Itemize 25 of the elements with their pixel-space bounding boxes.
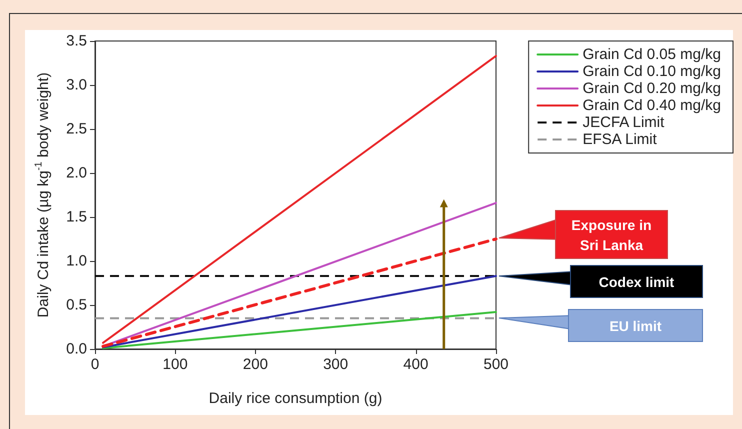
y-tick-label: 3.0 — [66, 76, 87, 94]
legend-label: Grain Cd 0.40 mg/kg — [582, 97, 722, 114]
y-tick-label: 1.5 — [66, 208, 87, 226]
y-tick-label: 0.0 — [66, 340, 87, 358]
x-tick-label: 300 — [323, 356, 348, 373]
y-tick-label: 1.0 — [66, 252, 87, 270]
legend-label: Grain Cd 0.10 mg/kg — [582, 63, 722, 80]
legend-label: EFSA Limit — [582, 131, 658, 148]
x-axis-title: Daily rice consumption (g) — [208, 390, 382, 407]
x-tick-label: 0 — [90, 356, 100, 373]
text: EU limit — [568, 309, 703, 342]
legend-label: JECFA Limit — [582, 114, 666, 131]
text: Codex limit — [570, 265, 703, 298]
y-tick-label: 0.5 — [66, 296, 87, 314]
x-tick-label: 500 — [483, 356, 509, 373]
y-tick-label: 2.5 — [66, 120, 87, 138]
legend-label: Grain Cd 0.20 mg/kg — [582, 80, 722, 97]
x-tick-label: 200 — [242, 356, 268, 373]
y-axis-title: Daily Cd intake (µg kg-1 body weight) — [34, 72, 52, 318]
y-tick-label: 2.0 — [66, 164, 87, 182]
x-tick-label: 400 — [403, 356, 428, 373]
legend-label: Grain Cd 0.05 mg/kg — [582, 46, 722, 63]
text: Exposure in Sri Lanka — [555, 210, 668, 259]
y-tick-label: 3.5 — [66, 32, 87, 50]
x-tick-label: 100 — [162, 356, 188, 373]
